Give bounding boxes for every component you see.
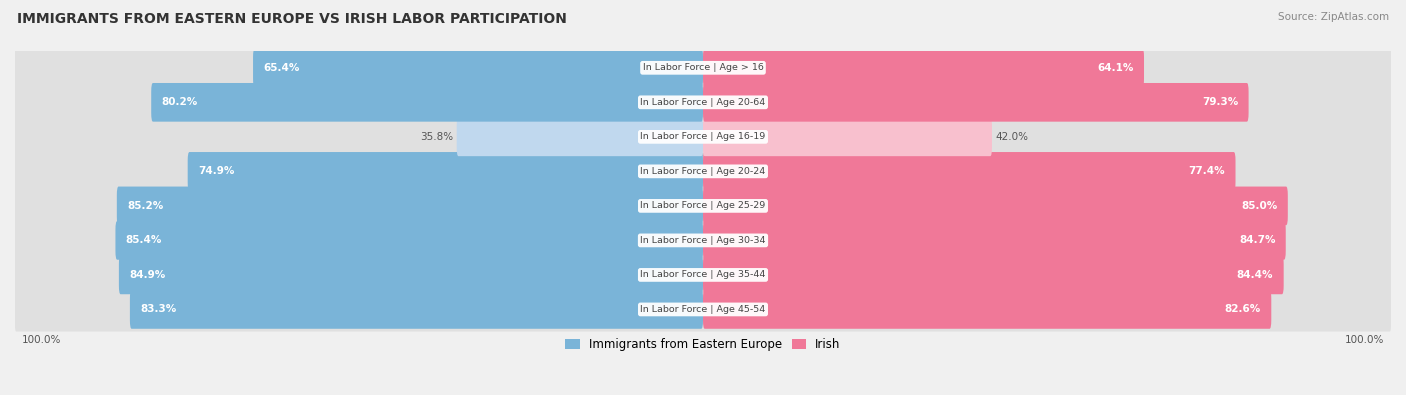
Text: 65.4%: 65.4% — [263, 63, 299, 73]
Text: 84.4%: 84.4% — [1237, 270, 1274, 280]
FancyBboxPatch shape — [120, 256, 703, 294]
Text: 82.6%: 82.6% — [1225, 305, 1261, 314]
FancyBboxPatch shape — [117, 186, 703, 225]
Text: 85.2%: 85.2% — [127, 201, 163, 211]
FancyBboxPatch shape — [15, 218, 1391, 263]
FancyBboxPatch shape — [703, 152, 1236, 191]
Text: In Labor Force | Age 35-44: In Labor Force | Age 35-44 — [640, 271, 766, 279]
Text: Source: ZipAtlas.com: Source: ZipAtlas.com — [1278, 12, 1389, 22]
Text: In Labor Force | Age 20-24: In Labor Force | Age 20-24 — [640, 167, 766, 176]
FancyBboxPatch shape — [253, 49, 703, 87]
Text: 100.0%: 100.0% — [22, 335, 62, 345]
FancyBboxPatch shape — [703, 290, 1271, 329]
Text: 85.0%: 85.0% — [1241, 201, 1278, 211]
FancyBboxPatch shape — [187, 152, 703, 191]
FancyBboxPatch shape — [15, 253, 1391, 297]
Text: 64.1%: 64.1% — [1097, 63, 1133, 73]
FancyBboxPatch shape — [703, 221, 1285, 260]
FancyBboxPatch shape — [703, 186, 1288, 225]
FancyBboxPatch shape — [15, 149, 1391, 194]
FancyBboxPatch shape — [703, 83, 1249, 122]
FancyBboxPatch shape — [703, 49, 1144, 87]
FancyBboxPatch shape — [15, 46, 1391, 90]
FancyBboxPatch shape — [457, 118, 703, 156]
Text: 80.2%: 80.2% — [162, 97, 198, 107]
Text: 100.0%: 100.0% — [1344, 335, 1384, 345]
FancyBboxPatch shape — [15, 184, 1391, 228]
Text: In Labor Force | Age 20-64: In Labor Force | Age 20-64 — [640, 98, 766, 107]
Text: 84.7%: 84.7% — [1239, 235, 1275, 245]
FancyBboxPatch shape — [129, 290, 703, 329]
Text: 42.0%: 42.0% — [995, 132, 1028, 142]
Text: In Labor Force | Age 45-54: In Labor Force | Age 45-54 — [640, 305, 766, 314]
Text: In Labor Force | Age 25-29: In Labor Force | Age 25-29 — [640, 201, 766, 211]
Legend: Immigrants from Eastern Europe, Irish: Immigrants from Eastern Europe, Irish — [561, 333, 845, 356]
Text: In Labor Force | Age 16-19: In Labor Force | Age 16-19 — [640, 132, 766, 141]
Text: 83.3%: 83.3% — [141, 305, 177, 314]
Text: 84.9%: 84.9% — [129, 270, 166, 280]
Text: 79.3%: 79.3% — [1202, 97, 1239, 107]
FancyBboxPatch shape — [152, 83, 703, 122]
FancyBboxPatch shape — [15, 80, 1391, 124]
FancyBboxPatch shape — [15, 115, 1391, 159]
FancyBboxPatch shape — [703, 118, 993, 156]
Text: 77.4%: 77.4% — [1188, 166, 1225, 176]
Text: 35.8%: 35.8% — [420, 132, 453, 142]
FancyBboxPatch shape — [703, 256, 1284, 294]
Text: In Labor Force | Age 30-34: In Labor Force | Age 30-34 — [640, 236, 766, 245]
FancyBboxPatch shape — [15, 287, 1391, 331]
Text: 85.4%: 85.4% — [125, 235, 162, 245]
Text: In Labor Force | Age > 16: In Labor Force | Age > 16 — [643, 63, 763, 72]
Text: 74.9%: 74.9% — [198, 166, 235, 176]
Text: IMMIGRANTS FROM EASTERN EUROPE VS IRISH LABOR PARTICIPATION: IMMIGRANTS FROM EASTERN EUROPE VS IRISH … — [17, 12, 567, 26]
FancyBboxPatch shape — [115, 221, 703, 260]
